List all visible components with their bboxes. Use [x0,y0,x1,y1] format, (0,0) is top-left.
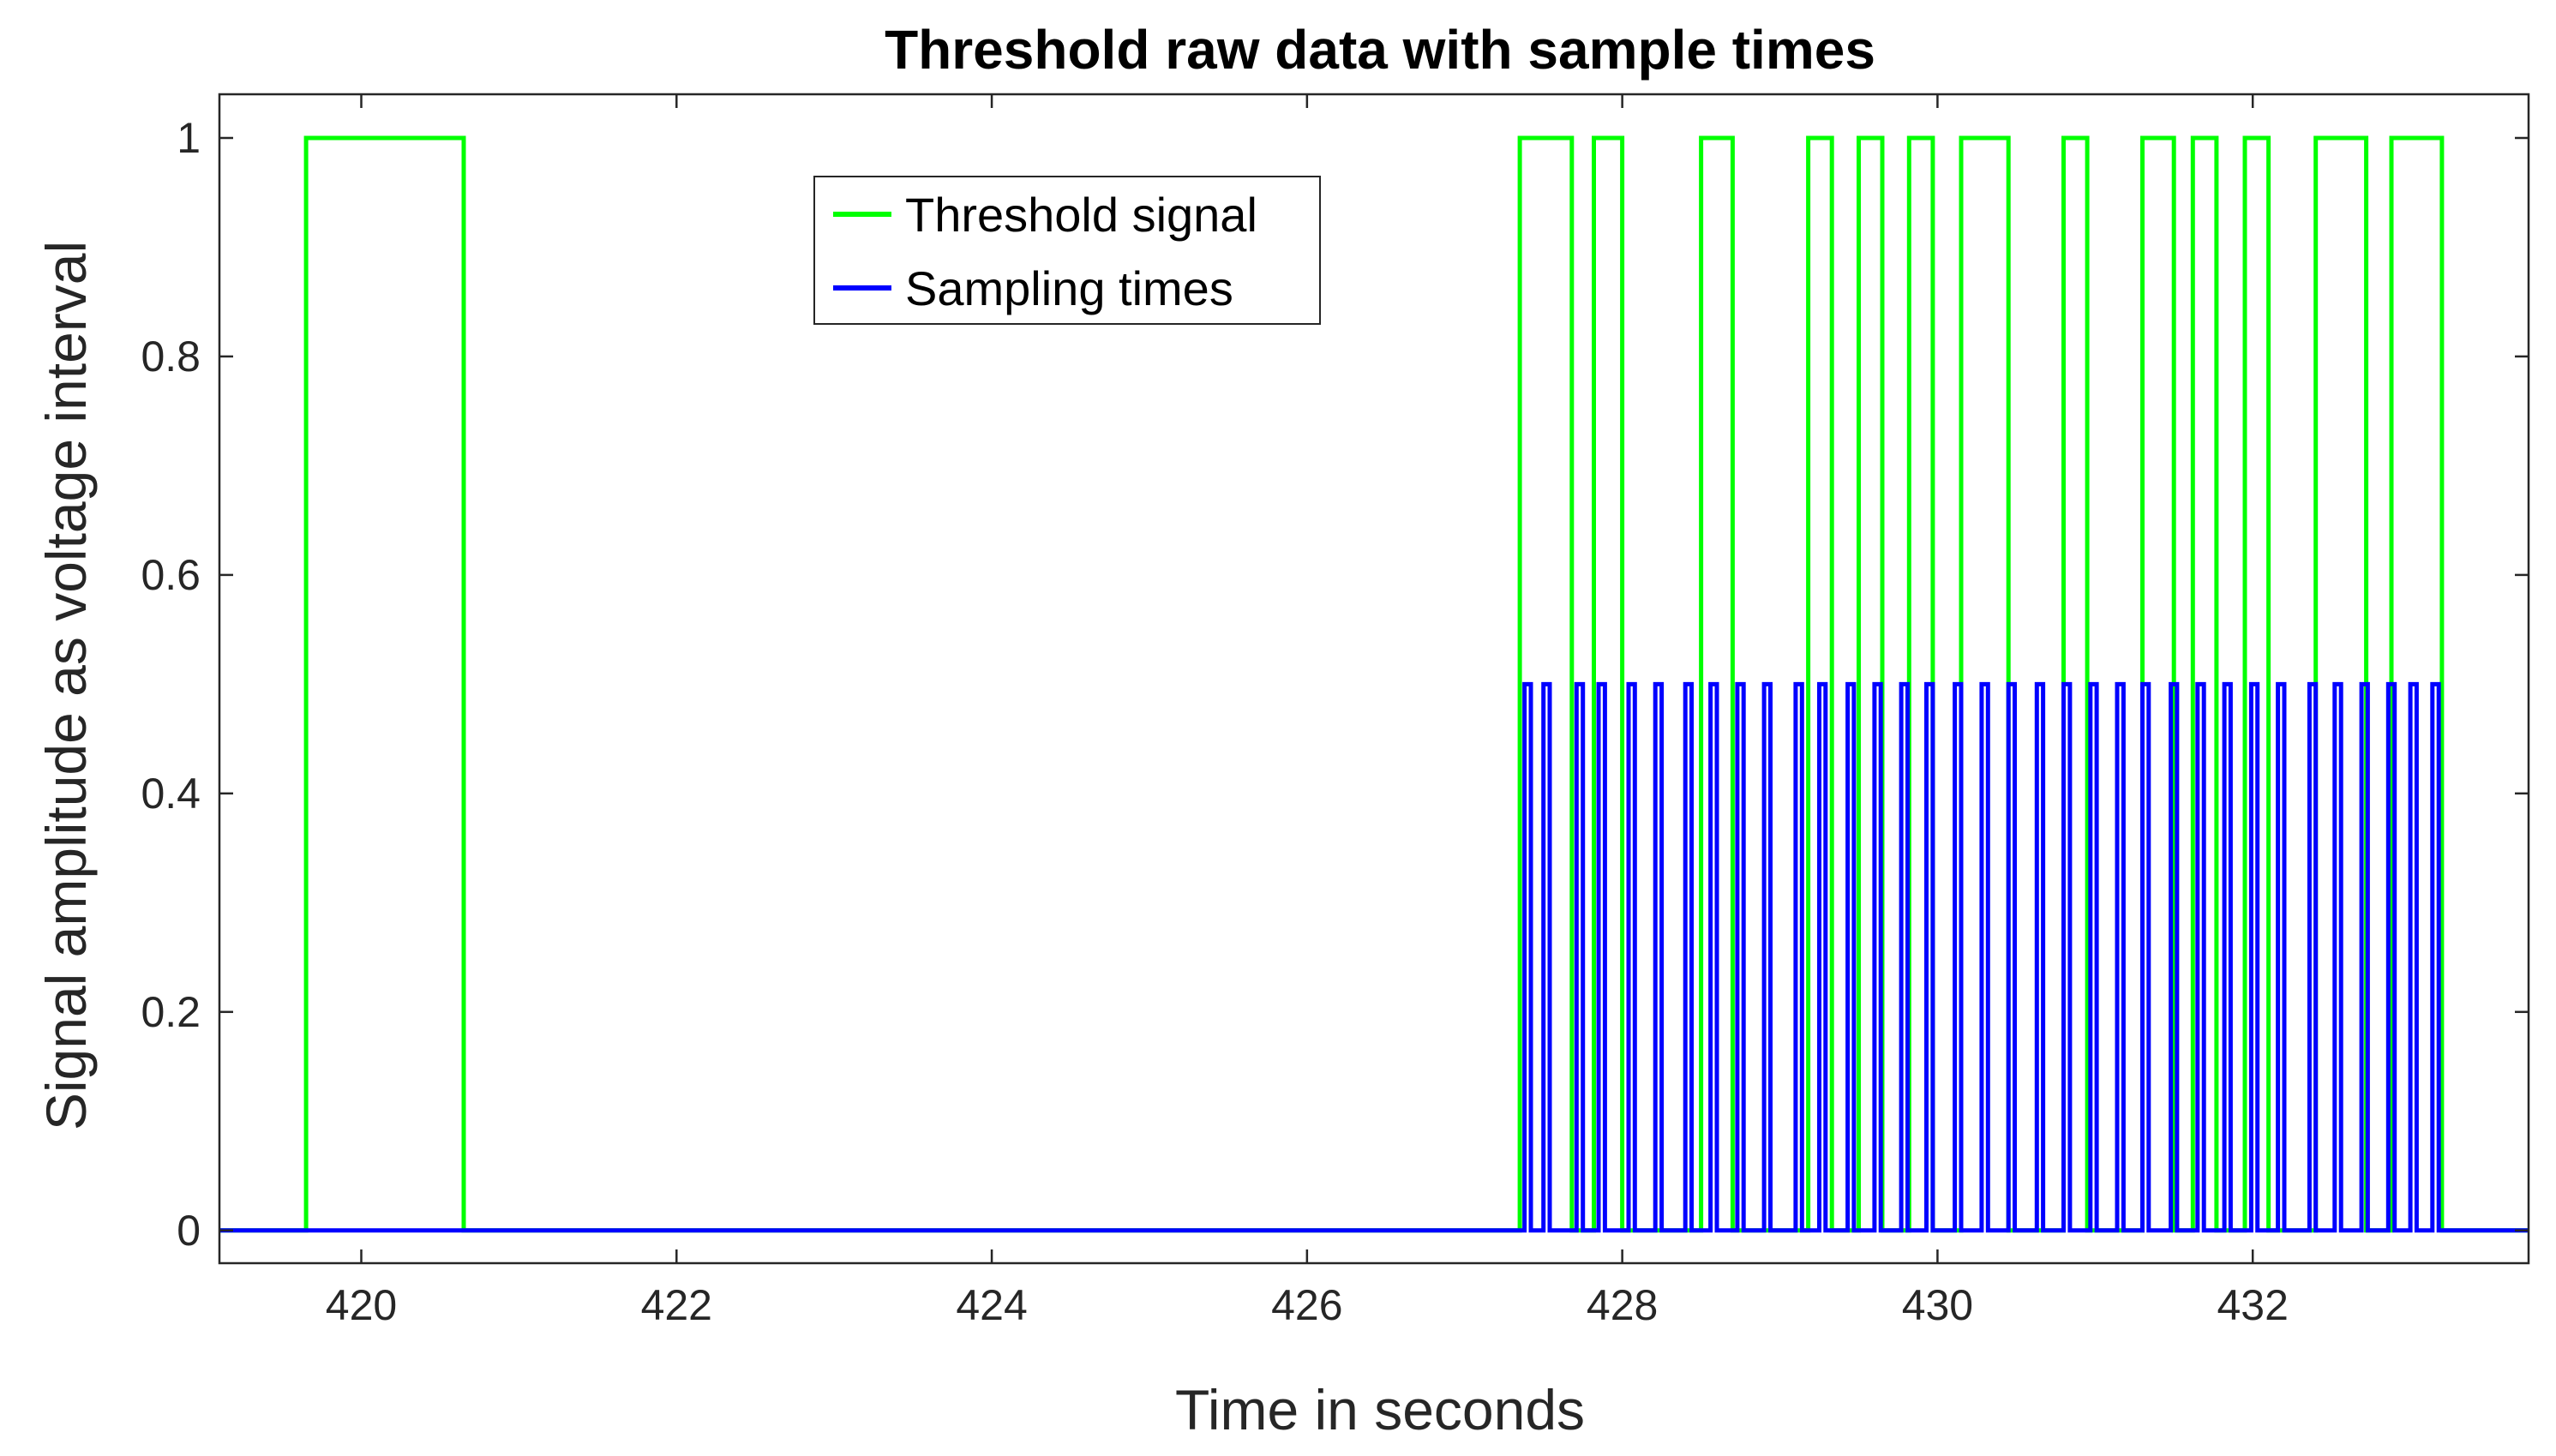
legend-box [813,176,1321,325]
x-tick-label: 428 [1587,1281,1658,1329]
legend-label-threshold-signal: Threshold signal [905,188,1257,242]
axis-ticks: 420 422 424 426 428 430 432 0 0.2 0.4 0.6 0.8 1 [141,94,2529,1329]
x-tick-label: 430 [1902,1281,1973,1329]
x-tick-label: 422 [641,1281,712,1329]
axes-box [218,93,2530,1265]
chart-title: Threshold raw data with sample times [885,19,1875,81]
y-tick-label: 0.8 [141,333,201,380]
plot-area [219,135,2529,1233]
x-tick-label: 424 [956,1281,1027,1329]
legend: Threshold signal Sampling times [813,176,1321,325]
x-tick-label: 420 [326,1281,397,1329]
y-tick-label: 0 [177,1207,201,1255]
x-tick-label: 432 [2217,1281,2288,1329]
x-axis-label: Time in seconds [1175,1378,1585,1441]
series-line-sampling-times [219,681,2529,1233]
y-axis-label: Signal amplitude as voltage interval [34,241,98,1130]
y-tick-label: 0.4 [141,770,201,818]
x-tick-label: 426 [1271,1281,1342,1329]
y-tick-label: 1 [177,114,201,162]
y-tick-label: 0.6 [141,551,201,599]
y-tick-label: 0.2 [141,988,201,1036]
legend-label-sampling-times: Sampling times [905,261,1233,315]
